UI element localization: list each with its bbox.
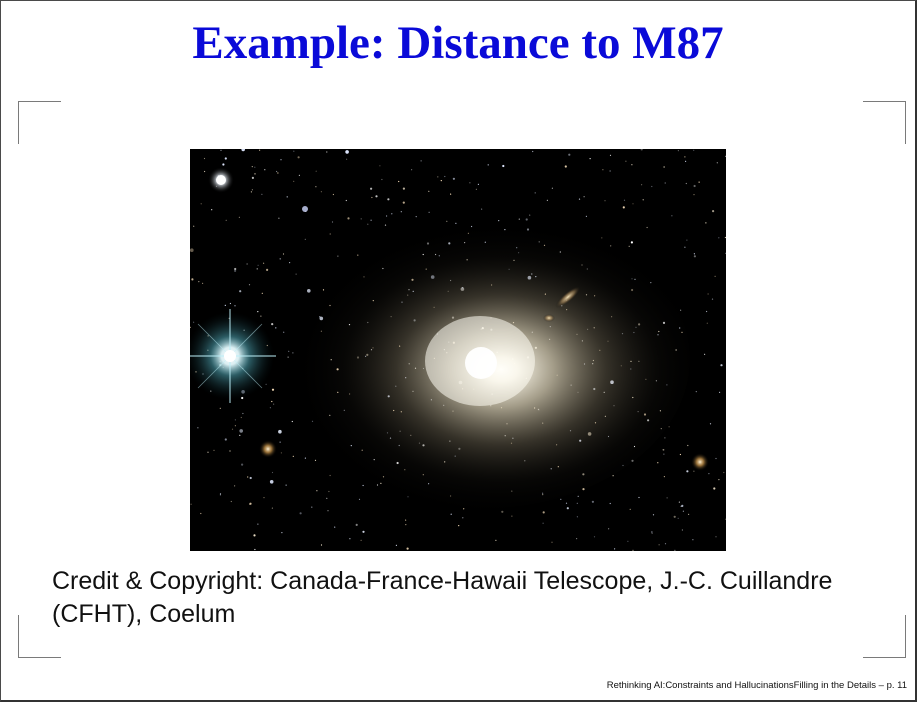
slide-footer: Rethinking AI:Constraints and Hallucinat… bbox=[606, 680, 907, 691]
image-credit: Credit & Copyright: Canada-France-Hawaii… bbox=[52, 567, 833, 628]
slide-title: Example: Distance to M87 bbox=[192, 17, 724, 69]
corner-mark-top-left bbox=[18, 101, 61, 144]
galaxy-image bbox=[190, 149, 726, 551]
corner-mark-bottom-left bbox=[18, 615, 61, 658]
corner-mark-bottom-right bbox=[863, 615, 906, 658]
corner-mark-top-right bbox=[863, 101, 906, 144]
